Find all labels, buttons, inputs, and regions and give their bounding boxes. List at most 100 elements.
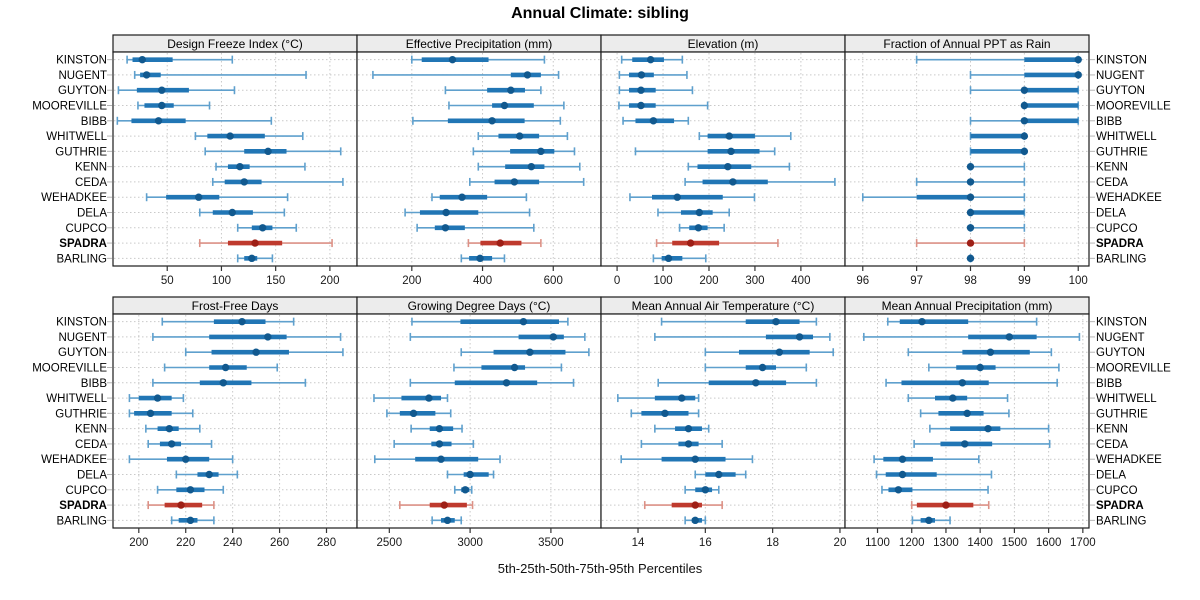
median-dot: [1020, 147, 1029, 156]
median-dot: [918, 317, 926, 326]
median-dot: [158, 86, 166, 94]
x-tick-label: 400: [473, 275, 492, 287]
percentile-row-cupco: [966, 223, 1026, 232]
station-label-left: GUYTON: [58, 85, 107, 97]
x-tick-label: 97: [910, 275, 923, 287]
station-label-right: CEDA: [1096, 177, 1128, 189]
median-dot: [984, 424, 992, 433]
percentile-row-whitwell: [969, 132, 1029, 141]
percentile-row-ceda: [640, 439, 723, 448]
percentile-row-whitwell: [698, 132, 792, 141]
station-label-left: WEHADKEE: [41, 454, 107, 466]
median-dot: [894, 486, 903, 494]
median-dot: [724, 162, 732, 171]
median-dot: [684, 424, 693, 433]
station-label-right: MOOREVILLE: [1096, 101, 1171, 113]
station-label-right: BARLING: [1096, 515, 1147, 527]
median-dot: [248, 254, 256, 263]
percentile-row-kenn: [477, 162, 581, 171]
median-dot: [966, 254, 975, 263]
median-dot: [251, 239, 259, 247]
panel-mean-annual-air-temperature: Mean Annual Air Temperature (°C) 14 16 18 20: [600, 296, 847, 549]
median-dot: [1020, 132, 1029, 140]
percentile-row-cupco: [453, 485, 473, 494]
median-dot: [694, 224, 703, 232]
median-dot: [795, 333, 804, 341]
station-label-right: WEHADKEE: [1096, 454, 1162, 466]
x-tick-label: 96: [856, 275, 869, 287]
x-tick-label: 50: [161, 275, 174, 287]
percentile-row-dela: [875, 470, 993, 479]
median-dot: [440, 501, 448, 509]
panel-mean-annual-precipitation: Mean Annual Precipitation (mm) 1100 1200 13…: [844, 296, 1096, 549]
station-label-left: GUTHRIE: [55, 146, 107, 158]
median-dot: [966, 193, 975, 201]
x-tick-label: 100: [653, 275, 672, 287]
median-dot: [664, 254, 673, 263]
percentile-row-guyton: [184, 348, 344, 357]
median-dot: [258, 224, 267, 232]
panel-strip-label: Fraction of Annual PPT as Rain: [883, 37, 1050, 51]
percentile-row-mooreville: [163, 363, 279, 372]
percentile-row-nugent: [372, 70, 560, 79]
percentile-row-kenn: [145, 424, 201, 433]
median-dot: [153, 394, 162, 402]
percentile-row-dela: [966, 208, 1026, 217]
x-tick-label: 3500: [538, 537, 564, 549]
percentile-row-mooreville: [137, 101, 211, 110]
percentile-row-mooreville: [1020, 101, 1080, 110]
chart-title: Annual Climate: sibling: [511, 5, 689, 22]
median-dot: [966, 208, 975, 217]
percentile-row-kinston: [660, 317, 818, 326]
percentile-row-ceda: [684, 177, 836, 186]
median-dot: [158, 101, 166, 110]
panel-plot-area: [600, 51, 846, 267]
x-tick-label: 20: [834, 537, 847, 549]
percentile-row-wehadkee: [861, 193, 1026, 202]
percentile-row-bibb: [152, 378, 307, 387]
percentile-row-spadra: [643, 501, 723, 510]
median-dot: [442, 208, 450, 217]
median-dot: [252, 348, 260, 356]
station-label-left: CUPCO: [65, 485, 107, 497]
percentile-row-bibb: [885, 378, 1058, 387]
median-dot: [264, 147, 272, 156]
percentile-row-kinston: [620, 55, 684, 64]
percentile-row-kenn: [654, 424, 710, 433]
median-dot: [510, 363, 519, 372]
percentile-row-guyton: [618, 86, 694, 95]
percentile-row-spadra: [655, 239, 779, 248]
percentile-row-mooreville: [928, 363, 1060, 372]
station-label-left: NUGENT: [58, 332, 107, 344]
percentile-row-barling: [460, 254, 506, 263]
panel-strip-label: Frost-Free Days: [192, 299, 279, 313]
median-dot: [695, 208, 704, 217]
percentile-row-barling: [652, 254, 707, 263]
percentile-row-wehadkee: [145, 193, 289, 202]
x-tick-label: 200: [320, 275, 339, 287]
median-dot: [527, 162, 536, 171]
median-dot: [510, 178, 519, 186]
x-tick-label: 600: [544, 275, 563, 287]
station-label-right: NUGENT: [1096, 332, 1145, 344]
percentile-row-cupco: [684, 485, 720, 494]
median-dot: [637, 71, 646, 79]
x-tick-label: 0: [614, 275, 620, 287]
percentile-row-guthrie: [969, 147, 1029, 156]
median-dot: [661, 409, 669, 418]
median-dot: [1074, 71, 1082, 79]
station-label-left: GUTHRIE: [55, 408, 107, 420]
median-dot: [425, 394, 433, 402]
median-dot: [898, 470, 907, 479]
percentile-row-wehadkee: [431, 193, 528, 202]
median-dot: [691, 501, 699, 509]
median-dot: [649, 117, 658, 125]
median-dot: [238, 317, 246, 326]
median-dot: [507, 86, 515, 94]
x-tick-label: 200: [402, 275, 421, 287]
median-dot: [963, 409, 971, 418]
x-tick-label: 14: [632, 537, 645, 549]
station-label-right: KENN: [1096, 424, 1128, 436]
median-dot: [961, 440, 969, 448]
median-dot: [182, 455, 190, 463]
